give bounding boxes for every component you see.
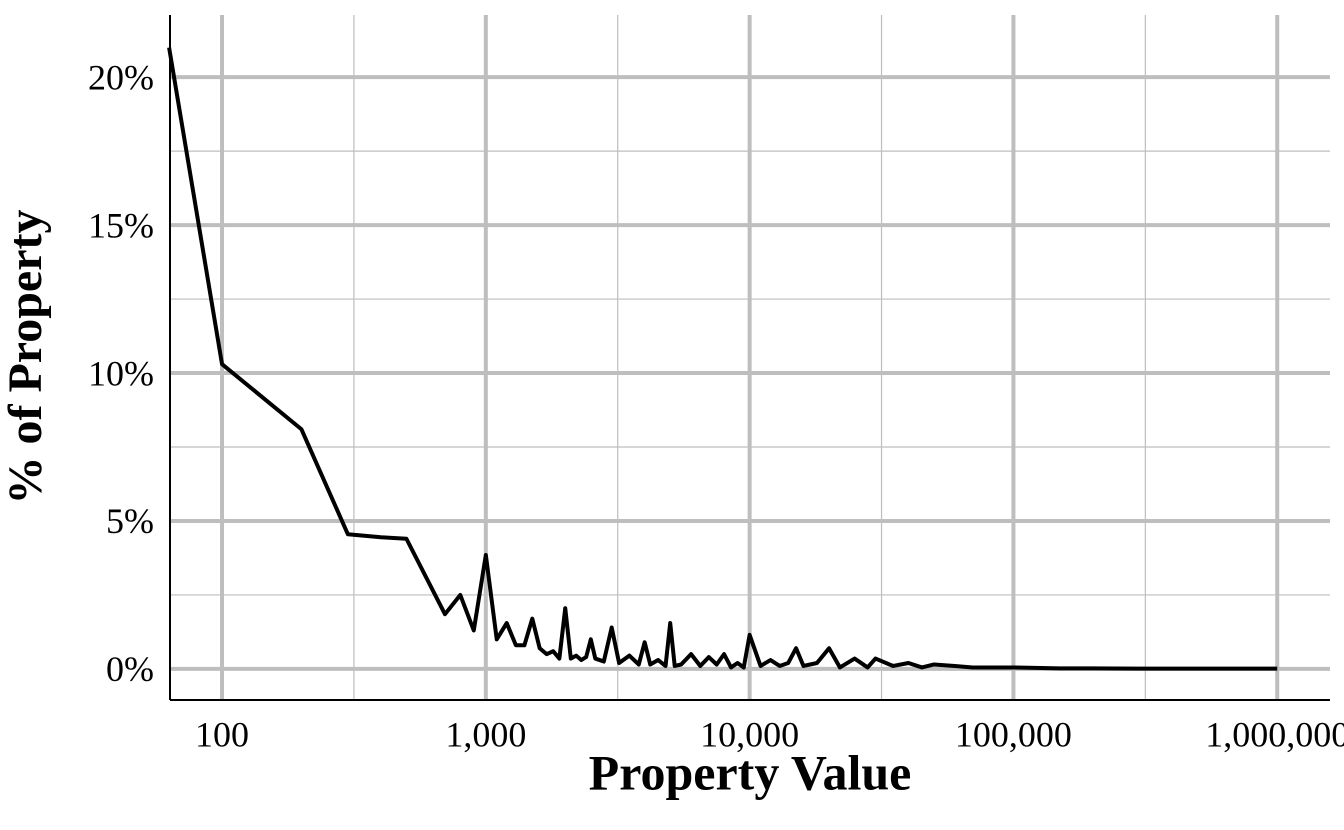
- y-tick-label: 5%: [106, 501, 154, 541]
- x-axis-label: Property Value: [589, 744, 912, 800]
- y-tick-label: 20%: [88, 57, 154, 97]
- y-tick-label: 0%: [106, 649, 154, 689]
- y-tick-label: 10%: [88, 353, 154, 393]
- x-tick-label: 100,000: [955, 714, 1072, 754]
- y-tick-label: 15%: [88, 205, 154, 245]
- x-tick-label: 10,000: [700, 714, 799, 754]
- x-tick-label: 1,000,000: [1205, 714, 1344, 754]
- x-tick-label: 1,000: [445, 714, 526, 754]
- x-tick-label: 100: [195, 714, 249, 754]
- line: [167, 47, 1278, 671]
- y-axis-label: % of Property: [0, 209, 52, 504]
